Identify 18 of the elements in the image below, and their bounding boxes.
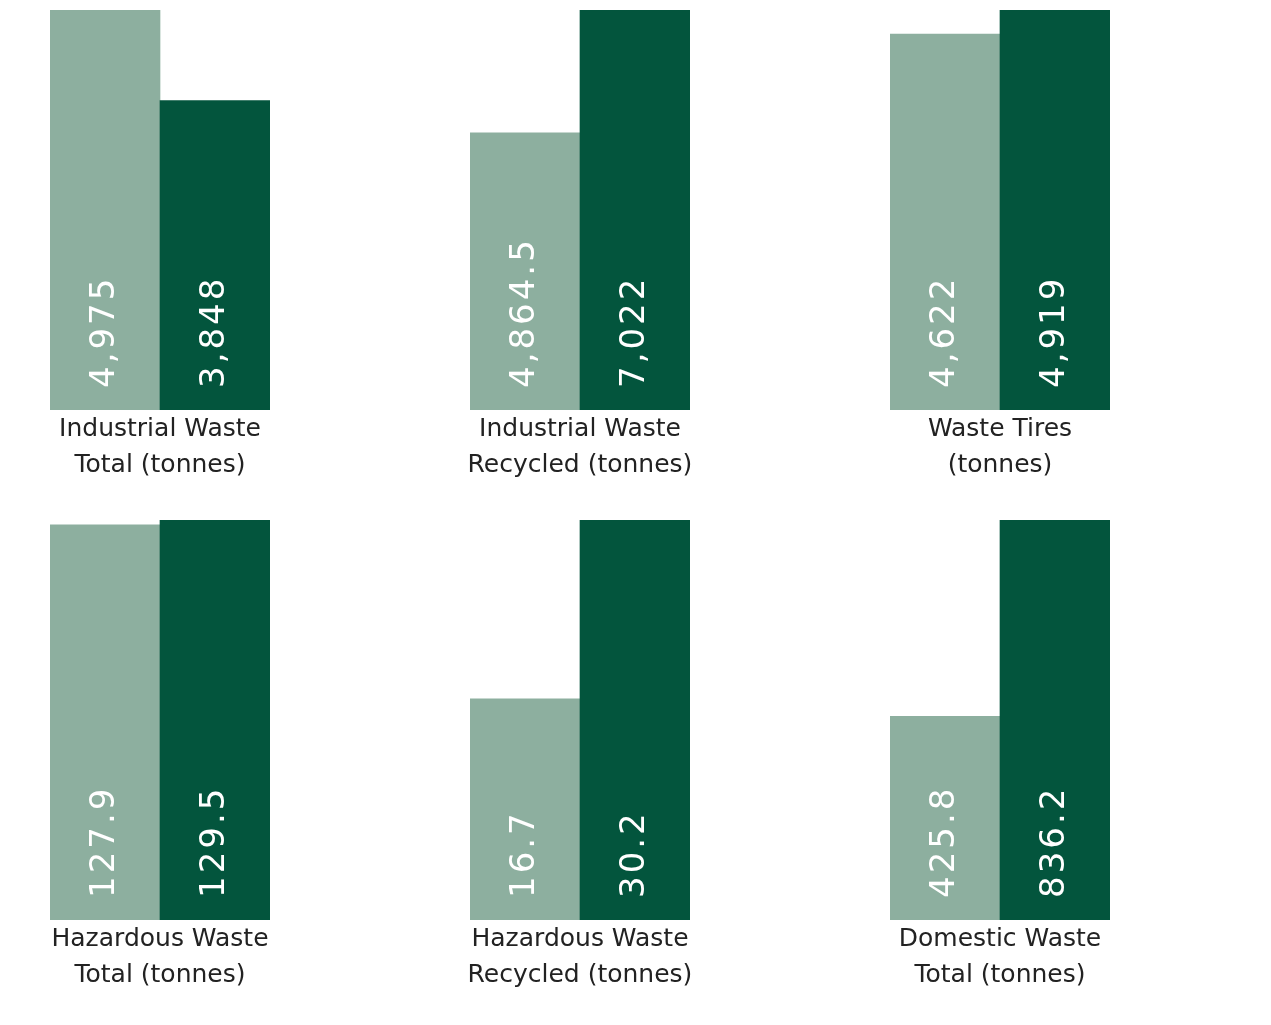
data-label: 127.9 [81, 785, 122, 898]
data-label: 836.2 [1031, 785, 1072, 898]
data-label: 3,848 [191, 275, 232, 388]
data-label: 4,622 [921, 275, 962, 388]
x-axis-title: Industrial Waste Total (tonnes) [58, 412, 262, 481]
x-axis-title: Industrial Waste Recycled (tonnes) [466, 412, 694, 481]
data-label: 4,975 [81, 275, 122, 388]
data-label: 16.7 [501, 810, 542, 898]
x-axis-title: Domestic Waste Total (tonnes) [897, 922, 1103, 991]
data-label: 4,864.5 [501, 237, 542, 388]
data-label: 129.5 [191, 785, 232, 898]
x-axis-title: Hazardous Waste Recycled (tonnes) [466, 922, 694, 991]
x-axis-title: Waste Tires (tonnes) [926, 412, 1074, 481]
x-axis-title: Hazardous Waste Total (tonnes) [50, 922, 270, 991]
data-label: 30.2 [611, 810, 652, 898]
data-label: 4,919 [1031, 275, 1072, 388]
data-label: 425.8 [921, 785, 962, 898]
data-label: 7,022 [611, 275, 652, 388]
